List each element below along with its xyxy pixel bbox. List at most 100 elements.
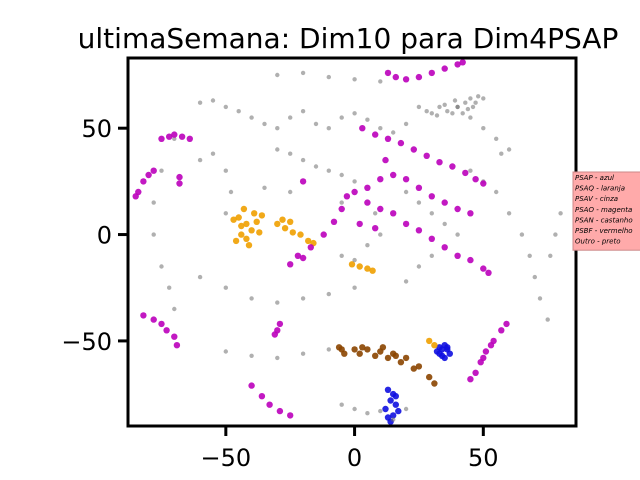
point-series-1-12 bbox=[258, 212, 266, 219]
point-series-2-23 bbox=[172, 306, 177, 312]
point-series-3-86 bbox=[382, 156, 389, 164]
point-series-2-71 bbox=[339, 402, 344, 407]
point-series-3-52 bbox=[287, 261, 294, 268]
point-series-3-50 bbox=[307, 244, 314, 251]
point-series-7-4 bbox=[455, 104, 460, 110]
point-series-2-76 bbox=[391, 417, 396, 422]
point-series-4-6 bbox=[415, 363, 423, 370]
point-series-3-14 bbox=[266, 401, 273, 408]
point-series-3-63 bbox=[351, 188, 358, 196]
point-series-3-25 bbox=[271, 331, 278, 338]
legend: PSAP - azul PSAQ - laranja PSAV - cinza PSA… bbox=[572, 171, 640, 251]
x-axis: −50 0 50 bbox=[201, 426, 499, 472]
point-series-1-6 bbox=[232, 237, 240, 245]
point-series-1-16 bbox=[289, 229, 296, 236]
point-series-2-41 bbox=[326, 291, 331, 297]
point-series-2-4 bbox=[249, 115, 254, 120]
point-series-3-74 bbox=[454, 61, 461, 68]
point-series-3-70 bbox=[402, 76, 410, 83]
point-series-2-86 bbox=[262, 185, 267, 190]
point-series-2-85 bbox=[378, 232, 383, 237]
point-series-3-62 bbox=[485, 269, 492, 276]
point-series-3-72 bbox=[428, 69, 435, 77]
point-series-4-1 bbox=[351, 346, 358, 353]
point-series-3-26 bbox=[359, 125, 366, 132]
point-series-4-14 bbox=[410, 365, 417, 372]
point-series-3-43 bbox=[441, 199, 448, 206]
point-series-4-10 bbox=[356, 350, 363, 357]
point-series-3-28 bbox=[384, 135, 392, 142]
point-series-3-36 bbox=[480, 180, 487, 187]
point-series-1-0 bbox=[235, 214, 242, 221]
point-series-3-61 bbox=[480, 265, 487, 272]
point-series-2-68 bbox=[275, 355, 280, 361]
point-series-2-83 bbox=[352, 257, 357, 263]
point-series-0-13 bbox=[392, 401, 399, 408]
point-series-4-18 bbox=[392, 352, 399, 359]
point-series-2-59 bbox=[545, 317, 550, 322]
point-series-0-5 bbox=[446, 350, 453, 357]
point-series-2-79 bbox=[326, 74, 331, 80]
x-tick-label: 0 bbox=[347, 444, 362, 472]
point-series-1-26 bbox=[426, 337, 433, 345]
point-series-3-7 bbox=[171, 131, 178, 138]
point-series-2-75 bbox=[403, 406, 409, 412]
point-series-3-45 bbox=[467, 210, 474, 217]
point-series-2-34 bbox=[352, 179, 357, 184]
point-series-3-11 bbox=[176, 173, 183, 181]
point-series-3-46 bbox=[343, 193, 351, 200]
point-series-7-5 bbox=[463, 100, 468, 105]
point-series-2-30 bbox=[288, 151, 293, 156]
point-series-3-55 bbox=[402, 220, 410, 228]
point-series-1-27 bbox=[431, 342, 438, 349]
point-series-3-6 bbox=[166, 133, 173, 140]
point-series-1-7 bbox=[245, 242, 253, 249]
point-series-2-14 bbox=[378, 126, 383, 131]
point-series-2-15 bbox=[391, 130, 396, 135]
point-series-0-7 bbox=[441, 354, 448, 362]
point-series-3-2 bbox=[150, 167, 157, 174]
point-series-2-53 bbox=[494, 189, 499, 195]
point-series-2-49 bbox=[416, 264, 422, 269]
point-series-2-26 bbox=[223, 168, 228, 173]
point-series-3-21 bbox=[173, 342, 181, 349]
point-series-2-84 bbox=[365, 243, 370, 248]
point-series-7-1 bbox=[424, 109, 429, 114]
point-series-3-56 bbox=[415, 227, 423, 234]
point-series-3-83 bbox=[480, 354, 487, 362]
point-series-3-5 bbox=[158, 135, 165, 142]
point-series-2-65 bbox=[499, 151, 504, 156]
point-series-2-5 bbox=[262, 121, 267, 127]
point-series-1-15 bbox=[281, 225, 289, 232]
point-series-2-62 bbox=[481, 126, 486, 131]
point-series-2-8 bbox=[300, 109, 306, 114]
point-series-3-17 bbox=[140, 312, 147, 319]
point-series-3-60 bbox=[467, 256, 474, 264]
point-series-2-58 bbox=[537, 296, 543, 301]
point-series-7-17 bbox=[429, 111, 434, 116]
point-series-4-13 bbox=[397, 359, 405, 366]
point-series-3-30 bbox=[410, 146, 417, 153]
legend-entry: PSBF - vermelho bbox=[575, 227, 633, 235]
point-series-0-19 bbox=[392, 393, 399, 400]
point-series-3-32 bbox=[436, 159, 443, 166]
point-series-1-9 bbox=[238, 222, 245, 230]
legend-entry: PSAQ - laranja bbox=[575, 185, 625, 193]
point-series-2-57 bbox=[532, 274, 537, 280]
point-series-3-79 bbox=[482, 348, 490, 355]
point-series-2-88 bbox=[558, 211, 563, 216]
point-series-4-16 bbox=[359, 344, 366, 351]
point-series-2-17 bbox=[172, 136, 177, 141]
point-series-2-24 bbox=[197, 157, 203, 163]
point-series-3-42 bbox=[428, 193, 435, 200]
point-series-3-1 bbox=[145, 171, 152, 179]
point-series-2-0 bbox=[197, 100, 203, 105]
point-series-2-61 bbox=[494, 136, 499, 141]
point-series-2-19 bbox=[151, 200, 156, 205]
point-series-2-47 bbox=[455, 232, 460, 237]
point-series-3-58 bbox=[441, 244, 448, 251]
point-series-1-22 bbox=[348, 261, 356, 268]
point-series-3-24 bbox=[276, 320, 284, 328]
point-series-3-27 bbox=[372, 131, 379, 138]
point-series-2-73 bbox=[365, 411, 370, 416]
